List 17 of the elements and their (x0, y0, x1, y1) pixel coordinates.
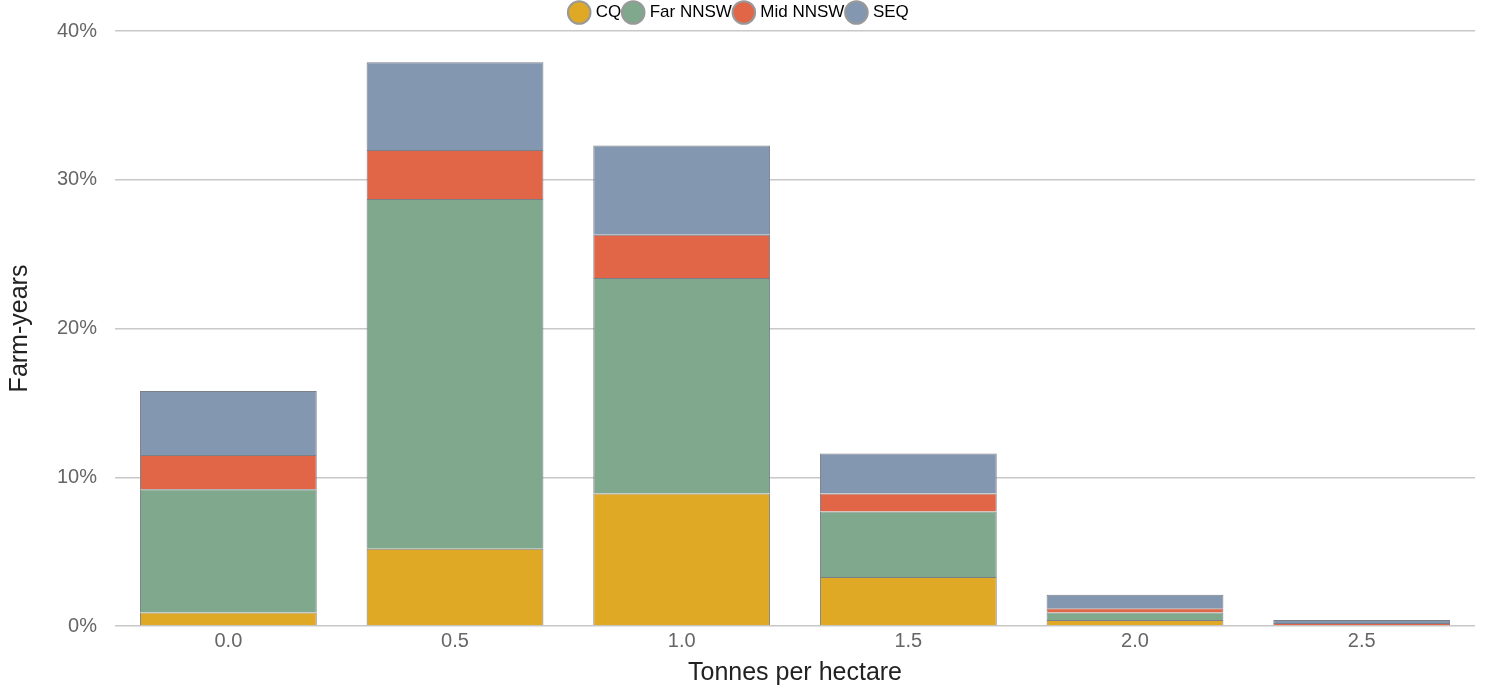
y-tick-label: 40% (57, 18, 98, 41)
y-axis-title: Farm-years (3, 264, 32, 393)
legend-label: CQ (595, 2, 622, 22)
y-tick-label: 0% (68, 613, 98, 636)
legend-label: Mid NNSW (760, 2, 845, 22)
x-tick-label: 0.0 (214, 628, 243, 651)
x-tick-label: 1.5 (894, 628, 923, 651)
y-tick-label: 20% (57, 316, 98, 339)
legend-label: Far NNSW (649, 2, 732, 22)
x-axis-title: Tonnes per hectare (688, 656, 903, 685)
x-tick-label: 2.5 (1347, 628, 1376, 651)
x-tick-label: 0.5 (441, 628, 469, 651)
x-tick-label: 2.0 (1121, 628, 1149, 651)
y-tick-label: 10% (57, 464, 98, 487)
legend-label: SEQ (872, 2, 909, 22)
y-tick-label: 30% (57, 167, 98, 190)
x-tick-label: 1.0 (667, 628, 696, 651)
